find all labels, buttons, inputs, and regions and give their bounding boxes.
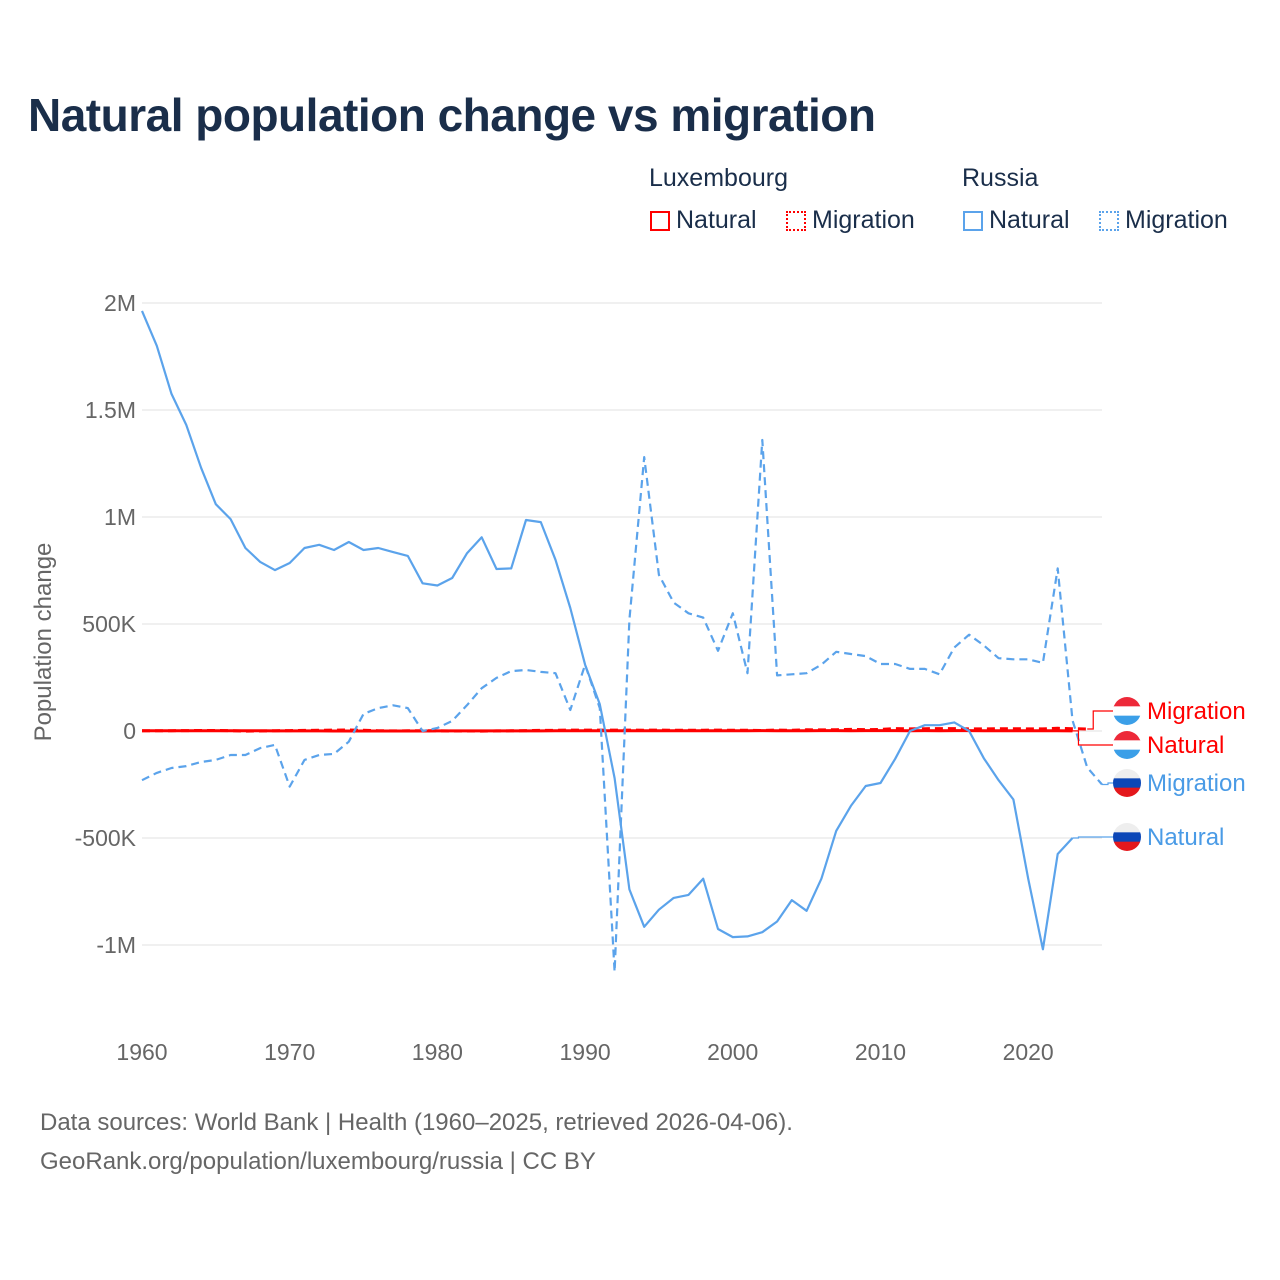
- series-line-luxembourg-migration[interactable]: [141, 726, 1088, 733]
- label-connector: [1072, 730, 1113, 746]
- y-tick-label: 1M: [104, 504, 136, 530]
- legend-swatch-dotted-blue: [1099, 210, 1119, 231]
- footer-link[interactable]: GeoRank.org/population/luxembourg/russia…: [40, 1148, 596, 1175]
- y-tick-label: -1M: [96, 932, 136, 958]
- legend-label: Natural: [676, 206, 757, 234]
- end-label-russia-migration: Migration: [1102, 769, 1246, 797]
- y-tick-label: 1.5M: [85, 397, 136, 423]
- y-axis-label: Population change: [30, 543, 57, 742]
- legend-group-russia: Russia: [962, 164, 1039, 192]
- legend-item-luxembourg-migration[interactable]: Migration: [786, 206, 915, 235]
- y-tick-label: -500K: [75, 825, 137, 851]
- end-label-luxembourg-migration: Migration: [1087, 697, 1246, 730]
- x-tick-label: 1990: [559, 1039, 610, 1065]
- luxembourg-flag-icon: [1113, 731, 1141, 759]
- end-label-text: Migration: [1147, 698, 1246, 725]
- x-tick-label: 1970: [264, 1039, 315, 1065]
- x-tick-label: 2010: [855, 1039, 906, 1065]
- legend-label: Migration: [1125, 206, 1228, 234]
- russia-flag-icon: [1113, 823, 1141, 851]
- legend-item-russia-migration[interactable]: Migration: [1099, 206, 1228, 235]
- y-tick-label: 500K: [82, 611, 136, 637]
- label-connector: [1087, 710, 1113, 730]
- end-label-text: Natural: [1147, 824, 1224, 851]
- legend-swatch-solid-blue: [963, 210, 983, 231]
- series-line-russia-natural[interactable]: [140, 310, 1074, 951]
- footer-sources: Data sources: World Bank | Health (1960–…: [40, 1109, 793, 1136]
- end-label-russia-natural: Natural: [1072, 823, 1224, 851]
- legend-group-luxembourg: Luxembourg: [649, 164, 788, 192]
- end-label-text: Natural: [1147, 732, 1224, 759]
- y-tick-label: 0: [123, 718, 136, 744]
- legend-item-luxembourg-natural[interactable]: Natural: [650, 206, 757, 235]
- chart-title: Natural population change vs migration: [28, 89, 876, 141]
- legend-swatch-solid-red: [650, 210, 670, 231]
- label-connector: [1102, 782, 1113, 786]
- x-tick-label: 1980: [412, 1039, 463, 1065]
- x-tick-label: 2000: [707, 1039, 758, 1065]
- legend-label: Migration: [812, 206, 915, 234]
- end-label-text: Migration: [1147, 770, 1246, 797]
- legend-swatch-dotted-red: [786, 210, 806, 231]
- end-label-luxembourg-natural: Natural: [1072, 730, 1224, 759]
- russia-flag-icon: [1113, 769, 1141, 797]
- x-tick-label: 1960: [116, 1039, 167, 1065]
- luxembourg-flag-icon: [1113, 697, 1141, 725]
- label-connector: [1072, 836, 1113, 839]
- legend-label: Natural: [989, 206, 1070, 234]
- x-tick-label: 2020: [1003, 1039, 1054, 1065]
- legend-item-russia-natural[interactable]: Natural: [963, 206, 1070, 235]
- y-tick-label: 2M: [104, 290, 136, 316]
- series-line-russia-migration[interactable]: [141, 438, 1103, 973]
